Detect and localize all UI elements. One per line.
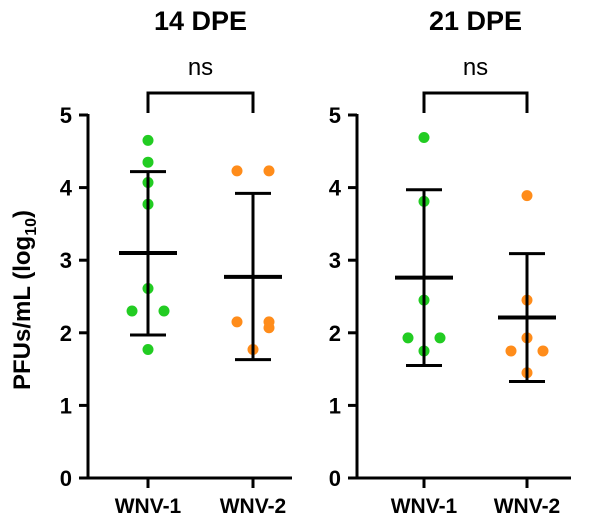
panel-2-y-tick-label: 3	[329, 248, 341, 273]
panel-2-y-tick-label: 0	[329, 466, 341, 491]
panel-2-wnv-2-point	[537, 345, 549, 357]
panel-1-wnv-1-point	[126, 305, 138, 317]
panel-1-y-tick-label: 2	[60, 321, 72, 346]
y-axis-label: PFUs/mL (log10)	[9, 210, 40, 390]
panel-1-wnv-1-point	[142, 156, 154, 168]
panel-1-y-tick-label: 1	[60, 393, 72, 418]
panel-1-y-tick-label: 3	[60, 248, 72, 273]
panel-2-wnv-2-point	[505, 345, 517, 357]
panel-1-y-tick-label: 4	[60, 176, 73, 201]
panel-2-y-tick-label: 5	[329, 103, 341, 128]
panel-2-wnv-2-x-tick-label: WNV-2	[494, 495, 561, 518]
panel-1-wnv-1-x-tick-label: WNV-1	[115, 495, 182, 518]
panel-1-y-tick-label: 0	[60, 466, 72, 491]
panel-2-y-tick-label: 1	[329, 393, 341, 418]
panel-1-y-tick-label: 5	[60, 103, 72, 128]
panel-1-significance-label: ns	[188, 54, 213, 81]
panel-2-wnv-2-point	[521, 190, 533, 202]
panel-2-y-tick-label: 2	[329, 321, 341, 346]
panel-1-wnv-1-point	[142, 343, 154, 355]
panel-2-wnv-1-point	[418, 132, 430, 144]
panel-1-wnv-2-point	[231, 316, 243, 328]
panel-2-title: 21 DPE	[429, 6, 522, 36]
panel-1-wnv-1-point	[158, 305, 170, 317]
panel-2-wnv-1-point	[434, 332, 446, 344]
panel-2-wnv-1-point	[402, 332, 414, 344]
panel-2-y-tick-label: 4	[329, 176, 342, 201]
panel-2-wnv-1-x-tick-label: WNV-1	[391, 495, 458, 518]
panel-1-wnv-2-point	[263, 165, 275, 177]
panel-2-significance-label: ns	[463, 54, 488, 81]
panel-1-wnv-2-point	[263, 322, 275, 334]
panel-1-wnv-2-point	[231, 165, 243, 177]
panel-1-wnv-2-x-tick-label: WNV-2	[220, 495, 287, 518]
panel-1-significance-bracket	[146, 91, 255, 113]
panel-1-wnv-1-point	[142, 134, 154, 146]
panel-1-title: 14 DPE	[154, 6, 247, 36]
panel-2-significance-bracket	[422, 91, 529, 113]
